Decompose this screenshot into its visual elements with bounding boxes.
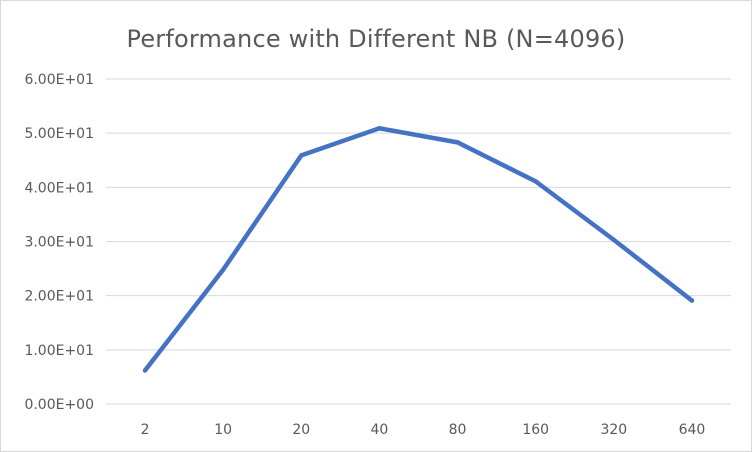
x-tick-label: 10 bbox=[214, 422, 232, 438]
y-axis-ticks: 0.00E+00 1.00E+01 2.00E+01 3.00E+01 4.00E+01… bbox=[24, 72, 94, 413]
y-tick-label: 2.00E+01 bbox=[24, 289, 94, 305]
x-tick-label: 160 bbox=[522, 422, 549, 438]
series-line bbox=[142, 126, 695, 373]
x-tick-label: 640 bbox=[679, 422, 706, 438]
x-tick-label: 320 bbox=[600, 422, 627, 438]
x-tick-label: 20 bbox=[292, 422, 310, 438]
data-point bbox=[142, 368, 148, 373]
data-point bbox=[220, 267, 226, 272]
x-tick-label: 80 bbox=[449, 422, 467, 438]
data-point bbox=[455, 140, 460, 145]
x-axis-ticks: 2 10 20 40 80 160 320 640 bbox=[141, 422, 706, 438]
data-point bbox=[299, 153, 304, 158]
x-tick-label: 40 bbox=[371, 422, 389, 438]
data-point bbox=[377, 126, 382, 131]
y-tick-label: 5.00E+01 bbox=[24, 126, 94, 142]
gridlines bbox=[106, 78, 731, 405]
series-layer bbox=[142, 126, 695, 373]
chart-title: Performance with Different NB (N=4096) bbox=[126, 25, 626, 53]
y-tick-label: 4.00E+01 bbox=[24, 180, 94, 196]
y-tick-label: 0.00E+00 bbox=[24, 397, 94, 413]
data-point bbox=[533, 179, 538, 184]
data-point bbox=[689, 298, 695, 303]
y-tick-label: 1.00E+01 bbox=[24, 343, 94, 359]
y-tick-label: 3.00E+01 bbox=[24, 235, 94, 251]
data-point bbox=[611, 237, 617, 243]
x-tick-label: 2 bbox=[141, 422, 150, 438]
y-tick-label: 6.00E+01 bbox=[24, 72, 94, 88]
